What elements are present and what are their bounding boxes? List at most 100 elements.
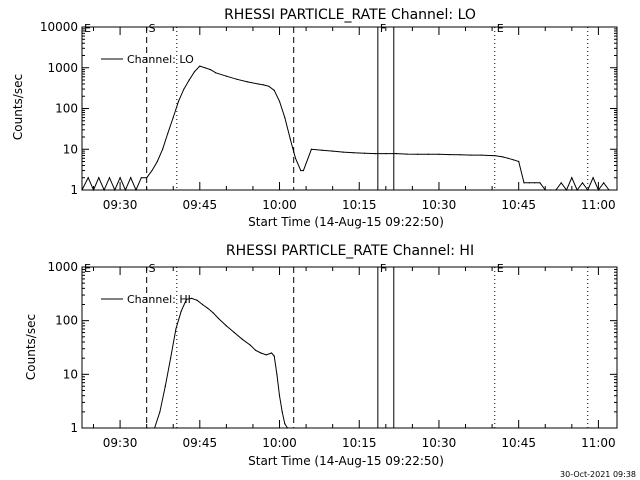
lo-channel-panel: RHESSI PARTICLE_RATE Channel: LO Start T… xyxy=(11,7,618,229)
hi-data-point xyxy=(249,344,251,346)
lo-event-marker-label: F xyxy=(380,22,386,35)
hi-data-point xyxy=(276,373,278,375)
lo-data-point xyxy=(172,116,174,119)
lo-data-point xyxy=(284,116,286,119)
lo-data-point xyxy=(300,169,302,172)
hi-data-point xyxy=(265,354,267,356)
lo-data-point xyxy=(363,152,366,154)
lo-data-point xyxy=(581,182,584,184)
lo-data-point xyxy=(528,182,530,184)
hi-data-point xyxy=(255,349,257,351)
lo-data-point xyxy=(321,149,323,151)
hi-data-point xyxy=(212,312,214,314)
lo-data-point xyxy=(332,150,334,152)
lo-chart-title: RHESSI PARTICLE_RATE Channel: LO xyxy=(224,7,476,23)
hi-data-point xyxy=(159,411,161,413)
hi-data-point xyxy=(180,310,182,312)
lo-y-axis-label: Counts/sec xyxy=(11,74,25,140)
hi-event-marker-label: E xyxy=(497,262,504,275)
lo-data-point xyxy=(209,69,212,71)
lo-data-point xyxy=(406,153,408,155)
lo-y-tick-label: 100 xyxy=(55,102,78,116)
hi-data-point xyxy=(217,317,220,320)
generation-timestamp: 30-Oct-2021 09:38 xyxy=(560,470,636,479)
hi-x-tick-label: 10:45 xyxy=(501,436,536,450)
lo-event-marker-label: E xyxy=(84,22,91,35)
hi-x-tick-label: 11:00 xyxy=(581,436,616,450)
hi-data-point xyxy=(169,357,172,359)
lo-x-tick-label: 10:45 xyxy=(501,198,536,212)
lo-data-point xyxy=(156,160,158,163)
lo-data-point xyxy=(512,159,514,161)
lo-data-point xyxy=(502,156,504,158)
lo-data-point xyxy=(438,153,440,155)
lo-data-point xyxy=(130,177,132,179)
lo-event-marker-label: S xyxy=(149,22,156,35)
lo-data-point xyxy=(124,189,127,191)
lo-x-tick-label: 11:00 xyxy=(581,198,616,212)
lo-data-point xyxy=(427,153,429,155)
lo-x-tick-label: 09:30 xyxy=(103,198,138,212)
lo-data-point xyxy=(576,189,578,191)
lo-data-point xyxy=(167,132,169,134)
lo-data-point xyxy=(470,154,472,156)
lo-data-point xyxy=(98,177,100,179)
lo-data-point xyxy=(193,71,196,73)
lo-plot-frame xyxy=(81,26,618,191)
hi-legend-label: Channel: HI xyxy=(127,293,191,306)
hi-y-tick-label: 100 xyxy=(55,314,78,328)
lo-data-point xyxy=(616,189,618,191)
lo-data-point xyxy=(225,75,227,77)
hi-x-tick-label: 10:00 xyxy=(262,436,297,450)
hi-x-tick-label: 10:30 xyxy=(422,436,457,450)
hi-event-marker-label: F xyxy=(380,262,386,275)
lo-data-point xyxy=(523,182,525,184)
lo-data-point xyxy=(417,153,419,155)
lo-data-point xyxy=(204,67,206,69)
hi-y-tick-label: 1000 xyxy=(47,260,78,274)
lo-data-point xyxy=(342,151,344,153)
lo-y-tick-label: 1 xyxy=(70,183,78,197)
lo-x-tick-label: 10:30 xyxy=(422,198,457,212)
hi-data-point xyxy=(286,427,289,429)
lo-x-tick-label: 10:00 xyxy=(262,198,297,212)
lo-series-line xyxy=(81,65,617,192)
hi-y-axis-label: Counts/sec xyxy=(24,314,38,380)
lo-data-point xyxy=(560,182,562,184)
hi-data-point xyxy=(185,298,188,300)
hi-data-point xyxy=(154,427,156,429)
hi-data-point xyxy=(207,307,209,309)
lo-data-point xyxy=(608,189,610,191)
lo-data-point xyxy=(353,152,355,154)
hi-y-tick-label: 10 xyxy=(63,367,78,381)
lo-data-point xyxy=(507,157,509,159)
lo-data-point xyxy=(108,177,111,179)
lo-data-point xyxy=(565,189,568,191)
lo-x-axis-label: Start Time (14-Aug-15 09:22:50) xyxy=(248,215,444,229)
lo-data-point xyxy=(555,189,557,191)
lo-data-point xyxy=(151,169,153,172)
lo-data-point xyxy=(87,177,89,179)
hi-x-tick-label: 09:45 xyxy=(183,436,218,450)
hi-data-point xyxy=(278,395,281,397)
lo-data-point xyxy=(539,182,541,184)
lo-data-point xyxy=(459,154,461,156)
hi-data-point xyxy=(284,423,286,425)
hi-x-tick-label: 09:30 xyxy=(103,436,138,450)
lo-data-point xyxy=(247,81,249,83)
hi-chart-title: RHESSI PARTICLE_RATE Channel: HI xyxy=(226,243,474,259)
lo-data-point xyxy=(257,83,259,85)
lo-data-point xyxy=(140,177,142,179)
hi-data-point xyxy=(164,385,166,387)
lo-x-tick-label: 10:15 xyxy=(342,198,377,212)
hi-data-point xyxy=(201,303,204,306)
lo-data-point xyxy=(518,160,520,163)
lo-data-point xyxy=(81,189,83,191)
hi-data-point xyxy=(281,411,283,413)
hi-x-axis-label: Start Time (14-Aug-15 09:22:50) xyxy=(248,454,444,468)
lo-data-point xyxy=(92,189,95,191)
lo-data-point xyxy=(294,157,297,159)
lo-data-point xyxy=(395,153,398,155)
hi-event-marker-label: S xyxy=(149,262,156,275)
